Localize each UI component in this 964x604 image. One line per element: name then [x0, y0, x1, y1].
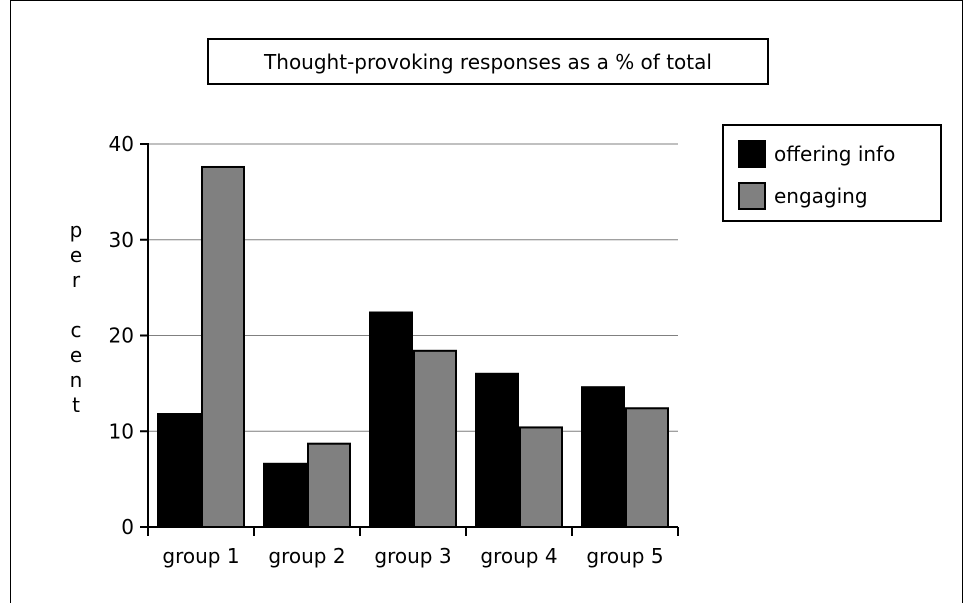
bar-offering-info: [475, 372, 519, 528]
y-tick-label: 10: [109, 419, 134, 443]
legend-label-offering-info: offering info: [774, 142, 896, 166]
legend-item-offering-info: offering info: [738, 139, 895, 169]
bar-engaging: [625, 407, 669, 528]
bar-offering-info: [369, 311, 413, 528]
legend-swatch-engaging: [738, 182, 766, 210]
bar-engaging: [519, 426, 563, 529]
y-axis-label-letter: n: [69, 368, 83, 392]
y-axis-label-letter: r: [71, 268, 81, 292]
bar-engaging: [307, 442, 351, 529]
x-tick-label: group 4: [480, 544, 557, 568]
legend-label-engaging: engaging: [774, 184, 868, 208]
legend-item-engaging: engaging: [738, 181, 868, 211]
y-tick-label: 40: [109, 132, 134, 156]
y-axis-label-letter: c: [70, 318, 82, 342]
bar-offering-info: [157, 413, 201, 529]
legend: offering info engaging: [722, 124, 942, 222]
y-axis-label-letter: t: [72, 393, 80, 417]
y-tick-label: 20: [109, 324, 134, 348]
x-tick-label: group 2: [268, 544, 345, 568]
bar-engaging: [201, 165, 245, 528]
bar-engaging: [413, 349, 457, 528]
x-tick-label: group 1: [162, 544, 239, 568]
y-tick-label: 30: [109, 228, 134, 252]
y-tick-label: 0: [121, 515, 134, 539]
bar-offering-info: [263, 462, 307, 528]
y-axis-label: p e r c e n t: [66, 218, 86, 418]
y-axis-label-letter: e: [69, 243, 83, 267]
x-tick-label: group 5: [586, 544, 663, 568]
chart-title: Thought-provoking responses as a % of to…: [207, 38, 769, 85]
x-tick-label: group 3: [374, 544, 451, 568]
bar-offering-info: [581, 386, 625, 528]
y-axis-label-letter: p: [69, 218, 83, 242]
y-axis-label-letter: e: [69, 343, 83, 367]
chart-frame: [10, 0, 963, 603]
legend-swatch-offering-info: [738, 140, 766, 168]
